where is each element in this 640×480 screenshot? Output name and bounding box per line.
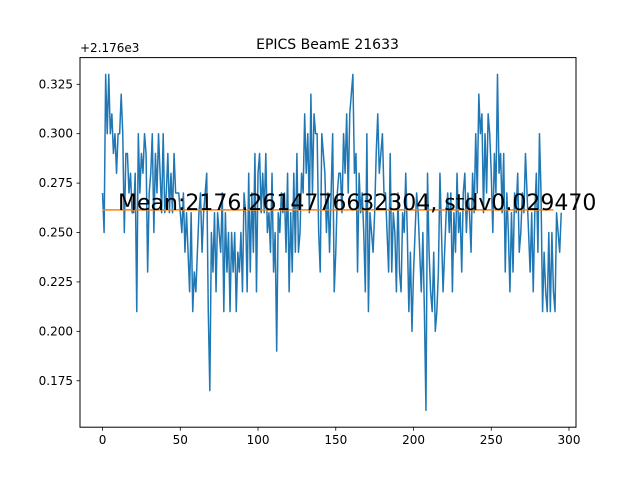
x-tick-label: 50 <box>173 433 188 447</box>
x-tick-label: 150 <box>324 433 347 447</box>
mean-stdv-annotation: Mean:2176.2614776632304, stdv0.029470 <box>118 191 596 216</box>
y-tick-label: 0.275 <box>39 176 73 190</box>
series-line-beam-energy <box>101 73 562 412</box>
y-tick-label: 0.175 <box>39 374 73 388</box>
y-axis-offset-label: +2.176e3 <box>80 41 139 55</box>
y-tick-label: 0.300 <box>39 127 73 141</box>
y-tick-label: 0.250 <box>39 226 73 240</box>
x-axis: 0 50 100 150 200 250 300 <box>99 427 581 447</box>
x-tick-label: 300 <box>558 433 581 447</box>
plot-frame <box>79 57 577 428</box>
y-tick-label: 0.200 <box>39 324 73 338</box>
series-layer <box>101 73 562 412</box>
x-tick-label: 250 <box>480 433 503 447</box>
y-tick-label: 0.225 <box>39 275 73 289</box>
y-tick-label: 0.325 <box>39 77 73 91</box>
x-tick-label: 200 <box>402 433 425 447</box>
chart-title: EPICS BeamE 21633 <box>256 37 399 53</box>
x-tick-label: 0 <box>99 433 107 447</box>
y-axis: 0.175 0.200 0.225 0.250 0.275 0.300 0.325 <box>39 77 80 388</box>
x-tick-label: 100 <box>247 433 270 447</box>
